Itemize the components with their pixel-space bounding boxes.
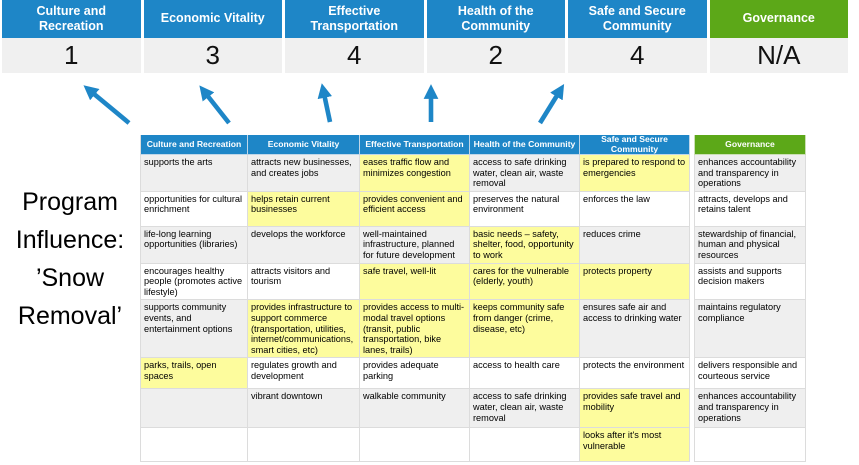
banner-score-value: 1 <box>2 38 141 73</box>
banner-column-effective-transportation: Effective Transportation 4 <box>285 0 424 73</box>
banner-header-label: Governance <box>709 0 848 38</box>
priority-banner: Culture and Recreation 1 Economic Vitality… <box>2 0 848 73</box>
banner-header-label: Health of the Community <box>426 0 565 38</box>
banner-column-health-of-the-community: Health of the Community 2 <box>426 0 565 73</box>
matrix-row-6: parks, trails, open spaces regulates grow… <box>140 358 806 390</box>
matrix-row-8: looks after it's most vulnerable <box>140 428 806 463</box>
banner-score-value: 4 <box>568 38 707 73</box>
matrix-cell: well-maintained infrastructure, planned … <box>360 226 470 264</box>
matrix-header-economic-vitality: Economic Vitality <box>248 135 360 155</box>
influence-arrow-3 <box>317 83 333 123</box>
matrix-cell: regulates growth and development <box>248 358 360 390</box>
banner-header-label: Safe and Secure Community <box>568 0 707 38</box>
matrix-cell: encourages healthy people (promotes acti… <box>140 263 248 301</box>
matrix-header-safe-and-secure-community: Safe and Secure Community <box>580 135 690 155</box>
matrix-cell: attracts visitors and tourism <box>248 263 360 301</box>
matrix-cell: supports community events, and entertain… <box>140 300 248 359</box>
matrix-cell-highlighted: provides convenient and efficient access <box>360 191 470 227</box>
matrix-row-1: supports the arts attracts new businesses… <box>140 155 806 192</box>
matrix-cell: enhances accountability and transparency… <box>694 155 806 192</box>
matrix-cell: develops the workforce <box>248 226 360 264</box>
matrix-cell: supports the arts <box>140 155 248 192</box>
banner-column-economic-vitality: Economic Vitality 3 <box>143 0 282 73</box>
matrix-header-row: Culture and Recreation Economic Vitality E… <box>140 135 806 155</box>
matrix-header-effective-transportation: Effective Transportation <box>360 135 470 155</box>
matrix-cell-highlighted: safe travel, well-lit <box>360 263 470 301</box>
banner-header-label: Economic Vitality <box>143 0 282 38</box>
matrix-cell-highlighted: keeps community safe from danger (crime,… <box>470 300 580 359</box>
matrix-cell: access to safe drinking water, clean air… <box>470 155 580 192</box>
influence-arrow-2 <box>199 85 231 125</box>
matrix-cell: stewardship of financial, human and phys… <box>694 226 806 264</box>
matrix-cell: ensures safe air and access to drinking … <box>580 300 690 359</box>
matrix-cell <box>470 428 580 463</box>
banner-score-value: 3 <box>143 38 282 73</box>
matrix-cell: maintains regulatory compliance <box>694 300 806 359</box>
matrix-cell: provides adequate parking <box>360 358 470 390</box>
matrix-cell: life-long learning opportunities (librar… <box>140 226 248 264</box>
matrix-row-5: supports community events, and entertain… <box>140 300 806 359</box>
matrix-cell: delivers responsible and courteous servi… <box>694 358 806 390</box>
matrix-cell <box>248 428 360 463</box>
matrix-cell-highlighted: helps retain current businesses <box>248 191 360 227</box>
matrix-cell <box>140 389 248 429</box>
matrix-cell: attracts new businesses, and creates job… <box>248 155 360 192</box>
matrix-cell <box>360 428 470 463</box>
matrix-cell-highlighted: provides infrastructure to support comme… <box>248 300 360 359</box>
matrix-cell-highlighted: protects property <box>580 263 690 301</box>
banner-score-value: 4 <box>285 38 424 73</box>
matrix-cell: enhances accountability and transparency… <box>694 389 806 429</box>
influence-arrow-5 <box>538 83 565 125</box>
matrix-cell: vibrant downtown <box>248 389 360 429</box>
matrix-cell: attracts, develops and retains talent <box>694 191 806 227</box>
matrix-cell-highlighted: provides access to multi-modal travel op… <box>360 300 470 359</box>
banner-score-value: N/A <box>709 38 848 73</box>
matrix-cell: opportunities for cultural enrichment <box>140 191 248 227</box>
matrix-cell <box>694 428 806 463</box>
matrix-row-2: opportunities for cultural enrichment hel… <box>140 191 806 227</box>
matrix-header-health-of-the-community: Health of the Community <box>470 135 580 155</box>
matrix-row-4: encourages healthy people (promotes acti… <box>140 263 806 301</box>
matrix-cell: reduces crime <box>580 226 690 264</box>
matrix-cell: assists and supports decision makers <box>694 263 806 301</box>
matrix-cell: preserves the natural environment <box>470 191 580 227</box>
matrix-row-3: life-long learning opportunities (librar… <box>140 226 806 264</box>
matrix-header-culture-and-recreation: Culture and Recreation <box>140 135 248 155</box>
matrix-cell: walkable community <box>360 389 470 429</box>
matrix-cell-highlighted: basic needs – safety, shelter, food, opp… <box>470 226 580 264</box>
matrix-cell: protects the environment <box>580 358 690 390</box>
matrix-header-governance: Governance <box>694 135 806 155</box>
matrix-cell: access to health care <box>470 358 580 390</box>
banner-column-safe-and-secure-community: Safe and Secure Community 4 <box>568 0 707 73</box>
banner-column-governance: Governance N/A <box>709 0 848 73</box>
matrix-cell: access to safe drinking water, clean air… <box>470 389 580 429</box>
matrix-cell-highlighted: is prepared to respond to emergencies <box>580 155 690 192</box>
matrix-cell-highlighted: cares for the vulnerable (elderly, youth… <box>470 263 580 301</box>
influence-arrow-1 <box>83 85 131 125</box>
matrix-cell-highlighted: eases traffic flow and minimizes congest… <box>360 155 470 192</box>
banner-header-label: Culture and Recreation <box>2 0 141 38</box>
banner-header-label: Effective Transportation <box>285 0 424 38</box>
banner-score-value: 2 <box>426 38 565 73</box>
matrix-cell: enforces the law <box>580 191 690 227</box>
program-influence-label: Program Influence: ’Snow Removal’ <box>15 188 125 330</box>
matrix-cell-highlighted: parks, trails, open spaces <box>140 358 248 390</box>
influence-matrix: Culture and Recreation Economic Vitality E… <box>140 135 806 463</box>
banner-column-culture-and-recreation: Culture and Recreation 1 <box>2 0 141 73</box>
matrix-cell-highlighted: looks after it's most vulnerable <box>580 428 690 463</box>
matrix-cell-highlighted: provides safe travel and mobility <box>580 389 690 429</box>
matrix-row-7: vibrant downtown walkable community access… <box>140 389 806 429</box>
matrix-cell <box>140 428 248 463</box>
